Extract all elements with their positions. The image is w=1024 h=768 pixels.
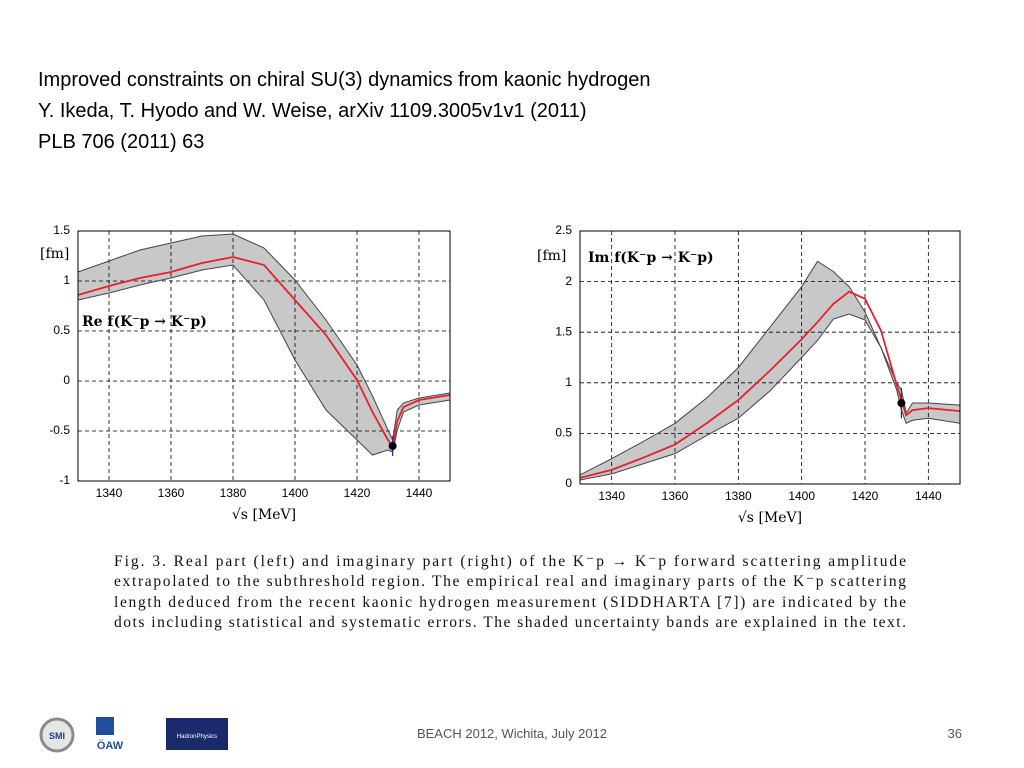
y-tick-label: 2 [565,274,572,288]
x-tick-label: 1440 [915,489,942,503]
x-tick-label: 1340 [96,486,123,500]
x-tick-label: 1360 [662,489,689,503]
logo: ÖAW [96,717,124,752]
band-edge [77,264,451,456]
footer-text: BEACH 2012, Wichita, July 2012 [417,726,607,741]
y-tick-label: 1 [63,273,70,287]
logo-mark [166,718,228,750]
x-tick-label: 1420 [852,489,879,503]
header-line: Improved constraints on chiral SU(3) dyn… [38,69,650,91]
y-tick-label: 0 [63,373,70,387]
x-axis-label: √s [MeV] [738,510,802,526]
y-tick-label: 2.5 [555,223,572,237]
chart: -1 -0.5 0 0.5 1 1.5 1340 1360 1380 1400 1420 1440 Re… [40,223,451,523]
annotation: Re f(K⁻p → K⁻p) [82,314,207,330]
x-tick-label: 1440 [406,486,433,500]
plot-frame [77,230,451,482]
y-tick-label: -1 [59,473,70,487]
y-tick-label: 0 [565,476,572,490]
y-tick-label: 1.5 [555,324,572,338]
unit-label: [fm] [537,248,566,264]
x-tick-label: 1380 [220,486,247,500]
logo: SMI [39,717,75,753]
band-edge [579,313,961,481]
logo-text: SMI [49,731,65,741]
x-tick-label: 1380 [725,489,752,503]
y-tick-label: 1.5 [53,223,70,237]
y-tick-label: 1 [565,375,572,389]
uncertainty-band [78,234,450,455]
center-line [579,290,961,479]
page-number: 36 [948,726,962,741]
x-tick-label: 1340 [598,489,625,503]
y-tick-label: 0.5 [53,323,70,337]
x-tick-label: 1420 [344,486,371,500]
band-edge [77,233,451,442]
x-tick-label: 1400 [788,489,815,503]
plot-frame [579,230,961,485]
logo-text: ÖAW [97,739,124,752]
annotation: Im f(K⁻p → K⁻p) [588,250,714,266]
x-axis-label: √s [MeV] [232,507,296,523]
unit-label: [fm] [40,246,69,262]
caption-line: length deduced from the recent kaonic hy… [114,594,906,611]
caption-line: Fig. 3. Real part (left) and imaginary p… [114,553,906,570]
center-line [77,256,451,450]
data-point [897,399,906,408]
y-tick-label: -0.5 [49,423,70,437]
header-line: PLB 706 (2011) 63 [38,131,204,153]
x-tick-label: 1360 [158,486,185,500]
x-tick-label: 1400 [282,486,309,500]
caption-line: dots including statistical and systemati… [114,614,906,631]
logo: HadronPhysics [166,718,228,750]
caption-line: extrapolated to the subthreshold region.… [114,573,906,590]
logo-text: HadronPhysics [177,734,217,740]
logo-mark [96,717,114,735]
y-tick-label: 0.5 [555,426,572,440]
chart: 0 0.5 1 1.5 2 2.5 1340 1360 1380 1400 1420 1440 Im f… [537,223,961,526]
logo-ring [39,717,75,753]
header-line: Y. Ikeda, T. Hyodo and W. Weise, arXiv 1… [38,100,586,122]
data-point [388,442,397,450]
